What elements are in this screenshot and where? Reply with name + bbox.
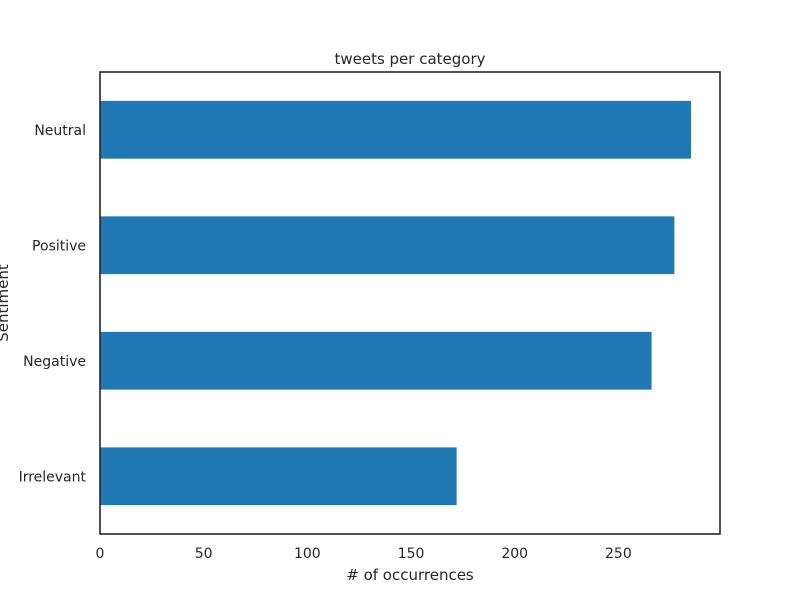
plot-frame (99, 71, 721, 535)
x-tick-label-50: 50 (195, 546, 213, 562)
bar-positive (100, 216, 675, 275)
x-tick-labels: 0 50 100 150 200 250 (96, 546, 632, 562)
y-tick-labels: Neutral Positive Negative Irrelevant (19, 123, 87, 486)
x-tick-label-250: 250 (605, 546, 632, 562)
y-tick-label-positive: Positive (32, 238, 86, 254)
x-tick-label-100: 100 (294, 546, 321, 562)
y-tick-label-irrelevant: Irrelevant (19, 469, 87, 485)
bar-neutral (100, 100, 691, 159)
y-tick-label-negative: Negative (23, 354, 86, 370)
x-tick-label-200: 200 (501, 546, 528, 562)
chart-title: tweets per category (334, 50, 485, 68)
x-axis-label: # of occurrences (346, 566, 474, 584)
bar-negative (100, 331, 652, 390)
y-tick-label-neutral: Neutral (34, 123, 86, 139)
x-tick-label-0: 0 (96, 546, 105, 562)
x-tick-label-150: 150 (398, 546, 425, 562)
y-axis-label: Sentiment (0, 264, 12, 342)
bar-irrelevant (100, 447, 457, 506)
bars-group (100, 100, 691, 506)
